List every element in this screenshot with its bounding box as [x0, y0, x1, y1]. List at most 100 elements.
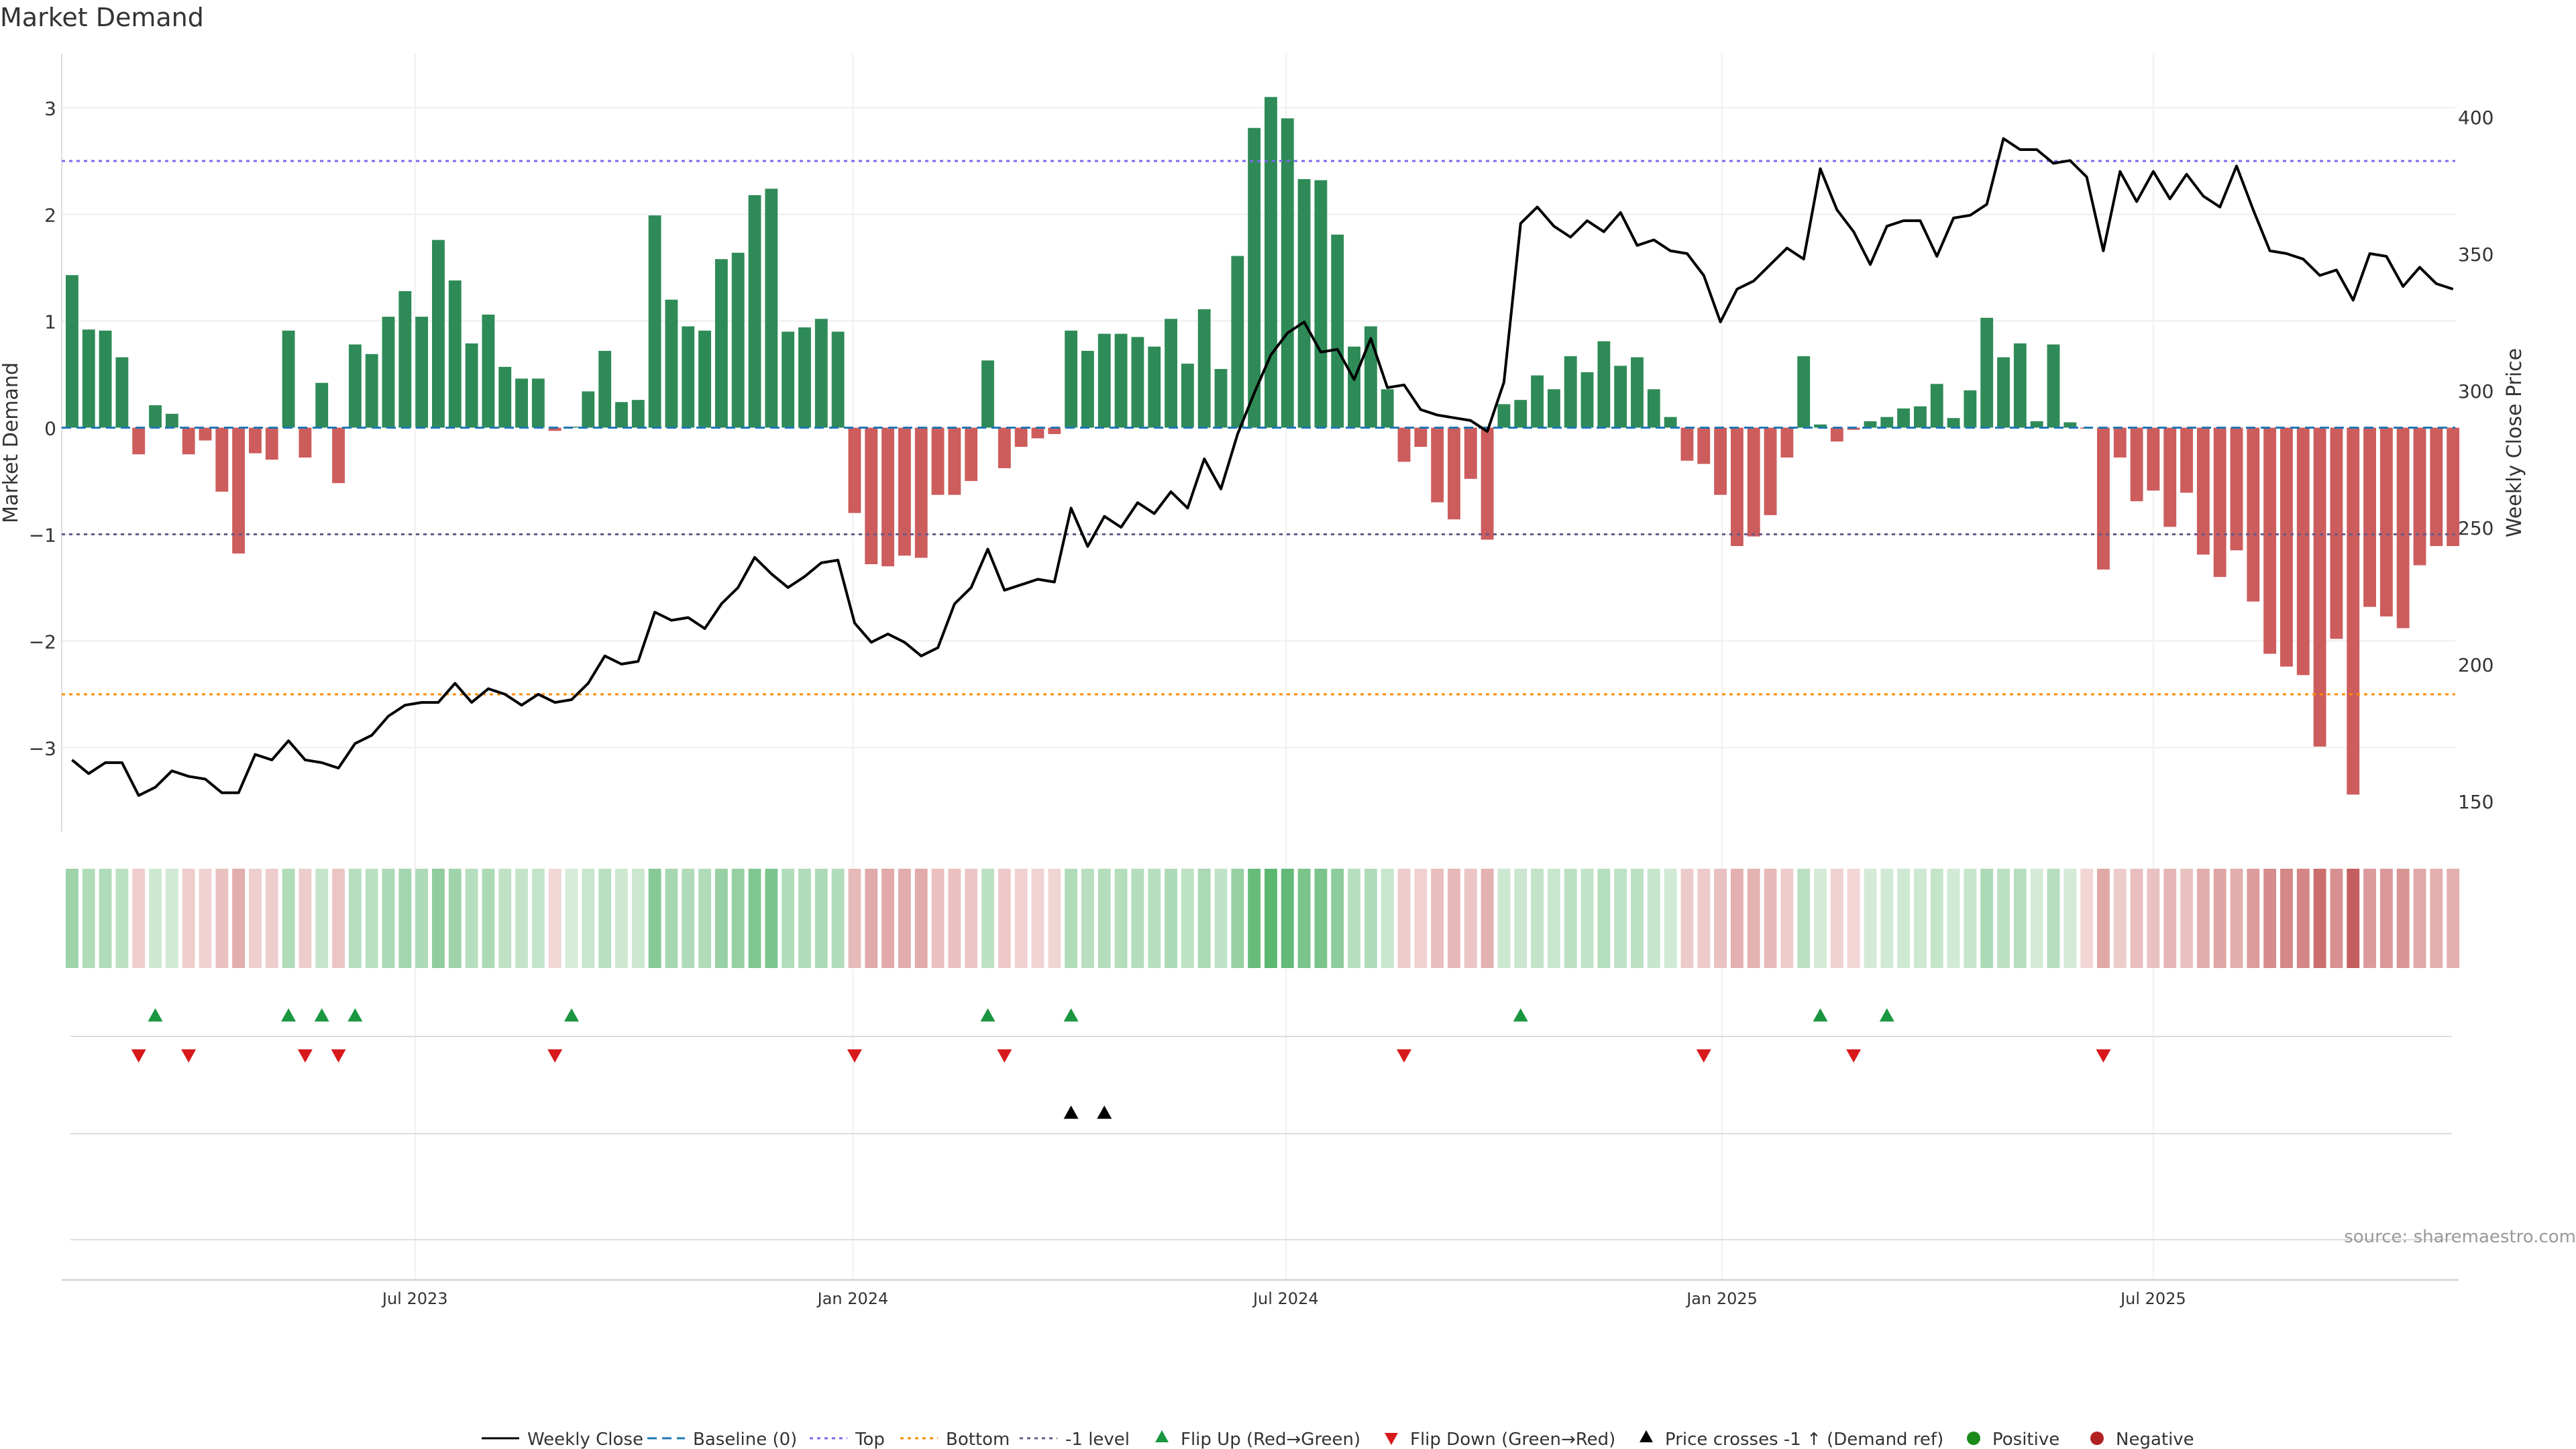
demand-bar [2447, 427, 2460, 546]
heat-cell [2030, 869, 2043, 968]
heat-cell [1448, 869, 1460, 968]
right-axis-title: Weekly Close Price [2503, 348, 2526, 537]
demand-bar [1864, 421, 1877, 428]
demand-bar [2430, 427, 2443, 546]
demand-bar [365, 354, 378, 428]
demand-bar [1764, 427, 1777, 515]
heat-cell [1481, 869, 1494, 968]
demand-bar [1547, 389, 1560, 428]
demand-bar [1464, 427, 1477, 479]
demand-bar [1314, 180, 1328, 428]
right-tick-label: 150 [2458, 791, 2493, 813]
demand-bar [765, 189, 778, 428]
heat-cell [1897, 869, 1911, 968]
heat-cell [1131, 869, 1144, 968]
demand-bar [149, 405, 162, 428]
demand-bar [315, 382, 329, 428]
demand-bar [865, 427, 878, 565]
heat-cell [2130, 869, 2143, 968]
heat-cell [1597, 869, 1611, 968]
demand-bar [2147, 427, 2160, 491]
demand-bar [382, 317, 395, 428]
demand-bar [598, 351, 612, 428]
heat-cell [531, 869, 545, 968]
demand-bar [348, 344, 362, 428]
heat-cell [782, 869, 795, 968]
demand-bar [1497, 404, 1511, 428]
legend-swatch [2090, 1432, 2104, 1445]
flip-down-marker [181, 1049, 197, 1063]
demand-bar [1780, 427, 1794, 458]
demand-bar [931, 427, 945, 495]
demand-bar [2230, 427, 2243, 551]
demand-bar [1514, 400, 1527, 428]
demand-bar [1114, 333, 1128, 428]
heat-cell [448, 869, 462, 968]
flip-down-marker [847, 1049, 862, 1063]
heat-cell [548, 869, 561, 968]
heat-cell [2430, 869, 2443, 968]
demand-bar [2363, 427, 2377, 607]
heat-cell [348, 869, 362, 968]
demand-bar [1830, 427, 1843, 442]
demand-bar [998, 427, 1011, 468]
demand-bar [1481, 427, 1494, 540]
heat-cell [1514, 869, 1527, 968]
legend-swatch [1155, 1430, 1169, 1442]
flip-up-marker [148, 1008, 163, 1022]
heat-cell [1497, 869, 1511, 968]
heat-cell [714, 869, 728, 968]
heat-cell [1031, 869, 1044, 968]
heat-cell [1214, 869, 1228, 968]
demand-bar [1014, 427, 1028, 447]
heat-cell [1614, 869, 1627, 968]
legend-label: Top [855, 1430, 885, 1449]
demand-bar [848, 427, 861, 513]
demand-bar [99, 330, 112, 428]
demand-bar [782, 331, 795, 428]
demand-bar [1647, 389, 1660, 428]
demand-bar [531, 378, 545, 428]
flip-up-marker [564, 1008, 580, 1022]
demand-bar [1597, 341, 1611, 428]
demand-bar [731, 252, 745, 428]
heat-cell [248, 869, 262, 968]
heat-cell [165, 869, 178, 968]
heat-cell [1097, 869, 1111, 968]
demand-bar [1297, 179, 1311, 428]
demand-bar [1847, 427, 1860, 430]
legend-label: Flip Down (Green→Red) [1410, 1430, 1615, 1449]
heat-cell [1847, 869, 1860, 968]
demand-bar [631, 400, 645, 428]
heat-cell [2063, 869, 2077, 968]
demand-bar [582, 391, 595, 428]
demand-bar [1281, 118, 1294, 428]
heat-cell [2147, 869, 2160, 968]
demand-bar [2163, 427, 2177, 527]
demand-bar [665, 299, 678, 428]
demand-bar [698, 330, 712, 428]
heat-cell [565, 869, 578, 968]
demand-bar [165, 413, 178, 428]
flip-up-marker [1063, 1008, 1079, 1022]
demand-bar [1714, 427, 1727, 495]
heat-cell [831, 869, 845, 968]
demand-bar [1947, 418, 1960, 428]
demand-bar [898, 427, 911, 556]
heat-cell [1414, 869, 1428, 968]
demand-bar [1580, 372, 1594, 428]
legend-swatch [1967, 1432, 1980, 1445]
source-label: source: sharemaestro.com [2344, 1227, 2576, 1247]
heat-cell [1764, 869, 1777, 968]
demand-bar [1348, 346, 1360, 428]
heat-cell [99, 869, 112, 968]
heat-cell [2396, 869, 2410, 968]
heat-cell [482, 869, 495, 968]
heat-cell [232, 869, 246, 968]
demand-bar [1214, 369, 1228, 428]
demand-bar [1448, 427, 1460, 520]
heat-cell [931, 869, 945, 968]
heat-cell [1364, 869, 1377, 968]
right-tick-label: 200 [2458, 654, 2493, 676]
demand-bar [248, 427, 262, 453]
